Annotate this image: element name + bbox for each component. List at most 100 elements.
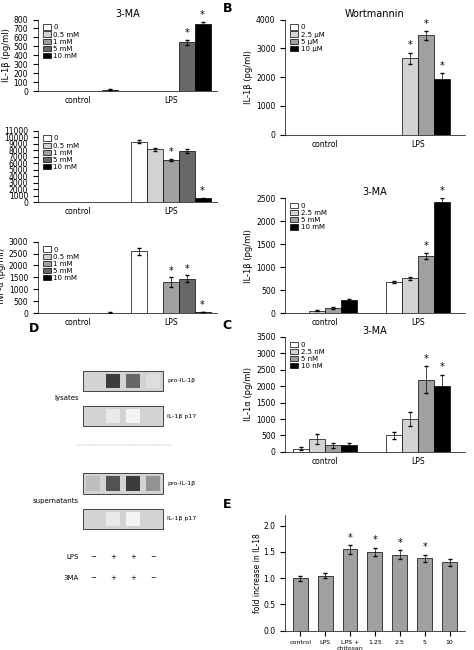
Y-axis label: TNF-α (pg/ml): TNF-α (pg/ml) (0, 248, 6, 306)
Bar (106, 512, 120, 526)
Text: pro-IL-1β: pro-IL-1β (167, 481, 195, 486)
Text: *: * (422, 542, 427, 552)
Text: *: * (347, 532, 352, 543)
Bar (126, 476, 140, 491)
Text: −: − (90, 575, 96, 580)
Bar (402, 58, 418, 135)
Text: *: * (397, 538, 402, 548)
Bar (195, 312, 210, 313)
Text: 3MA: 3MA (64, 575, 79, 580)
Bar (325, 445, 341, 452)
Bar (325, 307, 341, 313)
Bar (293, 578, 308, 630)
Text: E: E (222, 498, 231, 511)
Bar (86, 476, 100, 491)
Bar (83, 406, 164, 426)
Y-axis label: IL-1α (pg/ml): IL-1α (pg/ml) (244, 367, 253, 421)
Bar (392, 554, 407, 630)
Text: *: * (424, 354, 428, 364)
Bar (386, 282, 402, 313)
Text: IL-1β p17: IL-1β p17 (167, 516, 196, 521)
Bar (418, 256, 434, 313)
Bar (341, 445, 357, 452)
Text: lysates: lysates (55, 395, 79, 402)
Text: *: * (424, 19, 428, 29)
Text: *: * (184, 28, 189, 38)
Bar (293, 448, 309, 452)
Y-axis label: IL-1β (pg/ml): IL-1β (pg/ml) (244, 50, 253, 104)
Bar (318, 575, 333, 630)
Text: *: * (439, 61, 444, 71)
Bar (106, 409, 120, 423)
Title: 3-MA: 3-MA (115, 8, 140, 19)
Text: *: * (439, 186, 444, 196)
Bar (126, 374, 140, 388)
Text: supernatants: supernatants (33, 499, 79, 504)
Bar (83, 508, 164, 529)
Bar (101, 90, 118, 91)
Text: B: B (222, 2, 232, 15)
Bar (179, 279, 195, 313)
Bar (179, 151, 195, 202)
Legend: 0, 0.5 mM, 1 mM, 5 mM, 10 mM: 0, 0.5 mM, 1 mM, 5 mM, 10 mM (41, 134, 81, 172)
Bar (309, 311, 325, 313)
Y-axis label: IL-1β (pg/ml): IL-1β (pg/ml) (2, 29, 11, 83)
Bar (163, 160, 179, 202)
Text: −: − (150, 575, 156, 580)
Bar (434, 79, 450, 135)
Text: *: * (424, 241, 428, 251)
Legend: 0, 2.5 nM, 5 nM, 10 nM: 0, 2.5 nM, 5 nM, 10 nM (289, 340, 326, 370)
Bar (402, 278, 418, 313)
Text: IL-1β p17: IL-1β p17 (167, 413, 196, 419)
Y-axis label: IL-6 (pg/ml): IL-6 (pg/ml) (0, 142, 1, 190)
Text: −: − (150, 554, 156, 560)
Bar (163, 282, 179, 313)
Legend: 0, 0.5 mM, 1 mM, 5 mM, 10 mM: 0, 0.5 mM, 1 mM, 5 mM, 10 mM (41, 245, 81, 282)
Legend: 0, 0.5 mM, 1 mM, 5 mM, 10 mM: 0, 0.5 mM, 1 mM, 5 mM, 10 mM (41, 23, 81, 60)
Bar (106, 476, 120, 491)
Text: *: * (200, 300, 205, 311)
Bar (195, 198, 210, 202)
Bar (341, 300, 357, 313)
Bar (402, 419, 418, 452)
Bar (179, 42, 195, 91)
Bar (343, 549, 357, 630)
Bar (417, 558, 432, 630)
Legend: 0, 2.5 μM, 5 μM, 10 μM: 0, 2.5 μM, 5 μM, 10 μM (289, 23, 326, 53)
Text: *: * (168, 266, 173, 276)
Bar (434, 202, 450, 313)
Bar (126, 512, 140, 526)
Bar (83, 473, 164, 494)
Bar (418, 35, 434, 135)
Bar (418, 380, 434, 452)
Text: +: + (110, 554, 116, 560)
Text: C: C (222, 319, 232, 332)
Bar (131, 142, 147, 202)
Bar (386, 436, 402, 452)
Bar (106, 374, 120, 388)
Text: LPS: LPS (67, 554, 79, 560)
Bar (146, 374, 160, 388)
Legend: 0, 2.5 mM, 5 mM, 10 mM: 0, 2.5 mM, 5 mM, 10 mM (289, 202, 328, 231)
Title: 3-MA: 3-MA (363, 326, 387, 336)
Text: pro-IL-1β: pro-IL-1β (167, 378, 195, 383)
Bar (126, 409, 140, 423)
Y-axis label: fold increase in IL-18: fold increase in IL-18 (253, 533, 262, 613)
Title: Wortmannin: Wortmannin (345, 8, 405, 19)
Text: *: * (168, 147, 173, 157)
Text: *: * (373, 535, 377, 545)
Bar (83, 370, 164, 391)
Text: +: + (130, 554, 136, 560)
Bar (195, 24, 210, 91)
Text: *: * (200, 10, 205, 20)
Text: +: + (110, 575, 116, 580)
Y-axis label: IL-1β (pg/ml): IL-1β (pg/ml) (245, 229, 254, 283)
Text: *: * (200, 186, 205, 196)
Text: D: D (29, 322, 39, 335)
Text: *: * (408, 40, 412, 50)
Text: +: + (130, 575, 136, 580)
Title: 3-MA: 3-MA (363, 187, 387, 198)
Bar (367, 552, 383, 630)
Text: *: * (439, 362, 444, 372)
Text: −: − (90, 554, 96, 560)
